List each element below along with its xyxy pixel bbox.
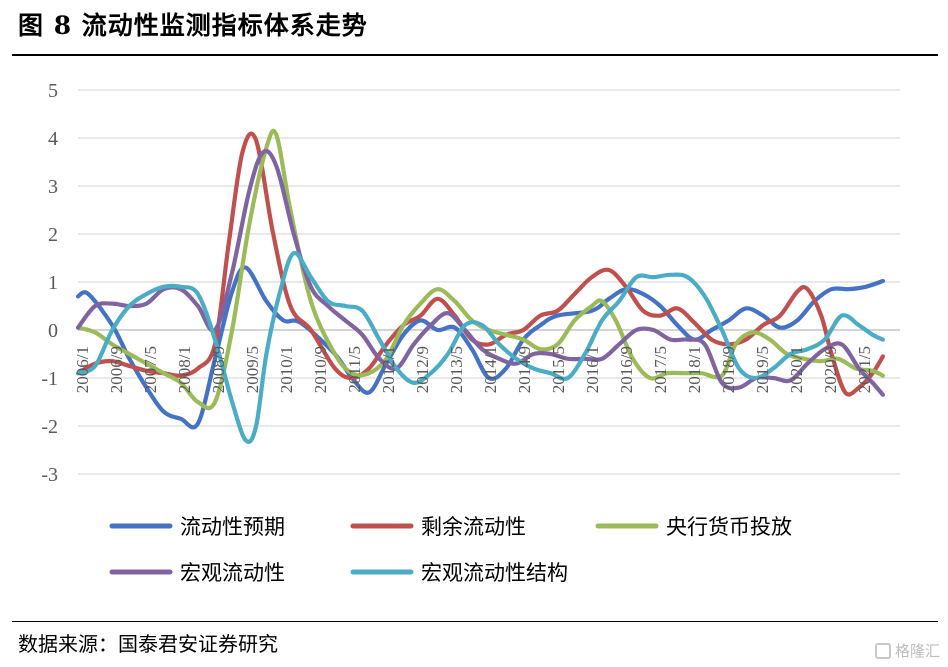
chart-title: 图 8 流动性监测指标体系走势 — [18, 11, 368, 40]
series-lines — [75, 128, 885, 444]
x-tick-label: 2017/5 — [651, 346, 670, 393]
x-tick-label: 2020/9 — [821, 346, 840, 393]
source-rule — [12, 621, 938, 622]
watermark: 格隆汇 — [874, 640, 940, 661]
x-tick-label: 2019/5 — [753, 346, 772, 393]
y-tick-label: 4 — [48, 128, 58, 150]
x-tick-label: 2012/9 — [413, 346, 432, 393]
x-tick-label: 2016/9 — [617, 346, 636, 393]
x-tick-label: 2010/1 — [277, 346, 296, 393]
legend-label: 央行货币投放 — [666, 515, 792, 539]
series-line-5 — [75, 251, 885, 444]
x-tick-label: 2009/5 — [243, 346, 262, 393]
watermark-logo-icon — [874, 642, 891, 659]
y-axis-ticks: 5 4 3 2 1 0 -1 -2 -3 — [41, 80, 58, 486]
y-tick-label: -3 — [41, 464, 58, 486]
x-tick-label: 2020/1 — [787, 346, 806, 393]
watermark-text: 格隆汇 — [894, 642, 940, 660]
x-tick-label: 2006/9 — [107, 346, 126, 393]
x-tick-label: 2008/9 — [209, 346, 228, 393]
y-tick-label: 2 — [48, 224, 58, 246]
x-tick-label: 2021/5 — [855, 346, 874, 393]
x-tick-label: 2011/5 — [345, 346, 364, 393]
legend-label: 宏观流动性 — [180, 561, 285, 585]
y-tick-label: 0 — [48, 320, 58, 342]
x-tick-label: 2014/9 — [515, 346, 534, 393]
series-line-1 — [75, 265, 885, 430]
x-tick-label: 2007/5 — [141, 346, 160, 393]
y-tick-label: -1 — [41, 368, 58, 390]
legend-label: 剩余流动性 — [421, 515, 526, 539]
x-tick-label: 2018/9 — [719, 346, 738, 393]
y-tick-label: 5 — [48, 80, 58, 102]
x-tick-label: 2006/1 — [73, 346, 92, 393]
source-note: 数据来源：国泰君安证券研究 — [18, 632, 278, 656]
y-tick-label: 1 — [48, 272, 58, 294]
x-axis-ticks: 2006/1 2006/9 2007/5 2008/1 2008/9 2009/5 2010… — [73, 346, 874, 393]
x-tick-label: 2016/1 — [583, 346, 602, 393]
x-tick-label: 2008/1 — [175, 346, 194, 393]
x-tick-label: 2014/1 — [481, 346, 500, 393]
y-tick-label: 3 — [48, 176, 58, 198]
x-tick-label: 2012/1 — [379, 346, 398, 393]
legend-label: 宏观流动性结构 — [421, 561, 568, 585]
x-tick-label: 2013/5 — [447, 346, 466, 393]
series-line-2 — [75, 131, 885, 397]
y-tick-label: -2 — [41, 416, 58, 438]
title-rule — [12, 54, 938, 56]
x-tick-label: 2010/9 — [311, 346, 330, 393]
x-tick-label: 2018/1 — [685, 346, 704, 393]
legend-label: 流动性预期 — [180, 515, 285, 539]
x-tick-label: 2015/5 — [549, 346, 568, 393]
